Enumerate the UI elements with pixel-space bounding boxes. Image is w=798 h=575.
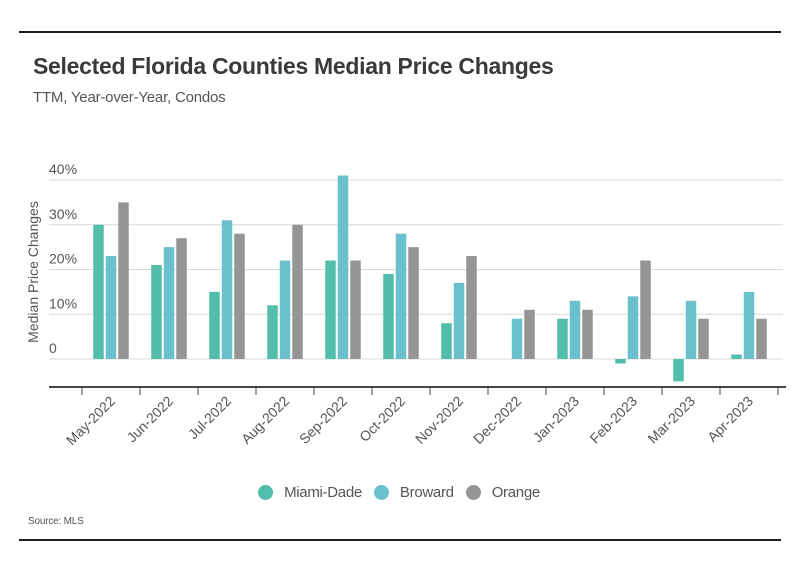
bar-orange-dec-2022 [524, 309, 535, 359]
x-tick-label: Jan-2023 [530, 393, 583, 446]
legend-label: Broward [399, 484, 454, 501]
bar-orange-sep-2022 [350, 260, 361, 359]
legend-item-miami-dade[interactable]: Miami-Dade [258, 484, 362, 501]
source-note: Source: MLS [28, 516, 84, 527]
bar-broward-dec-2022 [511, 318, 523, 359]
bar-miami-dade-mar-2023 [673, 359, 684, 382]
top-rule [19, 31, 781, 33]
bar-broward-apr-2023 [743, 291, 755, 359]
y-tick-label: 20% [49, 251, 77, 267]
x-tick-label: Mar-2023 [644, 393, 698, 447]
bar-broward-feb-2023 [627, 296, 639, 359]
legend-label: Miami-Dade [284, 484, 362, 501]
bar-broward-oct-2022 [395, 233, 407, 359]
legend: Miami-Dade Broward Orange [0, 484, 798, 501]
x-tick-label: Dec-2022 [470, 393, 524, 447]
x-axis: May-2022 Jun-2022 Jul-2022 Aug-2022 Sep-2022… [49, 386, 786, 448]
bar-miami-dade-apr-2023 [731, 354, 742, 359]
x-tick-label: Oct-2022 [356, 393, 408, 445]
x-tick-label: Jun-2022 [124, 393, 177, 446]
legend-item-orange[interactable]: Orange [465, 484, 541, 501]
x-tick-label: Feb-2023 [586, 393, 640, 447]
bar-miami-dade-jan-2023 [557, 318, 568, 359]
bars [93, 175, 767, 382]
bar-miami-dade-aug-2022 [267, 305, 278, 359]
chart-title: Selected Florida Counties Median Price C… [33, 53, 554, 79]
legend-item-broward[interactable]: Broward [373, 484, 454, 501]
bar-miami-dade-nov-2022 [441, 323, 452, 359]
y-axis-label: Median Price Changes [25, 201, 41, 343]
bar-orange-jul-2022 [234, 233, 245, 359]
bar-orange-jun-2022 [176, 238, 187, 359]
y-tick-label: 40% [49, 161, 77, 177]
bar-orange-nov-2022 [466, 256, 477, 359]
bar-broward-aug-2022 [279, 260, 291, 359]
chart-subtitle: TTM, Year-over-Year, Condos [33, 89, 226, 106]
y-tick-label: 10% [49, 295, 77, 311]
bar-orange-feb-2023 [640, 260, 651, 359]
bar-broward-may-2022 [105, 256, 117, 359]
bar-orange-apr-2023 [756, 318, 767, 359]
bar-broward-jul-2022 [221, 220, 233, 359]
x-tick-label: Nov-2022 [412, 393, 466, 447]
x-tick-label: Jul-2022 [185, 393, 234, 442]
legend-swatch-miami-dade [258, 485, 274, 500]
bar-orange-jan-2023 [582, 309, 593, 359]
x-tick-label: Aug-2022 [238, 393, 292, 447]
x-tick-label: Apr-2023 [704, 393, 756, 445]
bar-orange-may-2022 [118, 202, 129, 359]
legend-swatch-orange [465, 485, 481, 500]
legend-label: Orange [491, 484, 541, 501]
bar-miami-dade-oct-2022 [383, 273, 394, 359]
bottom-rule [19, 539, 781, 541]
bar-broward-mar-2023 [685, 300, 697, 359]
bar-orange-mar-2023 [698, 318, 709, 359]
bar-miami-dade-may-2022 [93, 224, 104, 359]
x-tick-label: Sep-2022 [296, 393, 350, 447]
bar-broward-jan-2023 [569, 300, 581, 359]
legend-swatch-broward [373, 485, 389, 500]
y-tick-label: 30% [49, 206, 77, 222]
bar-broward-sep-2022 [337, 175, 349, 359]
bar-broward-jun-2022 [163, 247, 175, 359]
bar-miami-dade-feb-2023 [615, 359, 626, 364]
y-tick-labels: 0 10% 20% 30% 40% [49, 161, 77, 356]
bar-orange-oct-2022 [408, 247, 419, 359]
bar-miami-dade-jun-2022 [151, 265, 162, 359]
y-tick-label: 0 [49, 340, 57, 356]
bar-orange-aug-2022 [292, 224, 303, 359]
bar-miami-dade-jul-2022 [209, 291, 220, 359]
bar-broward-nov-2022 [453, 282, 465, 359]
bar-miami-dade-sep-2022 [325, 260, 336, 359]
x-tick-label: May-2022 [63, 393, 118, 448]
